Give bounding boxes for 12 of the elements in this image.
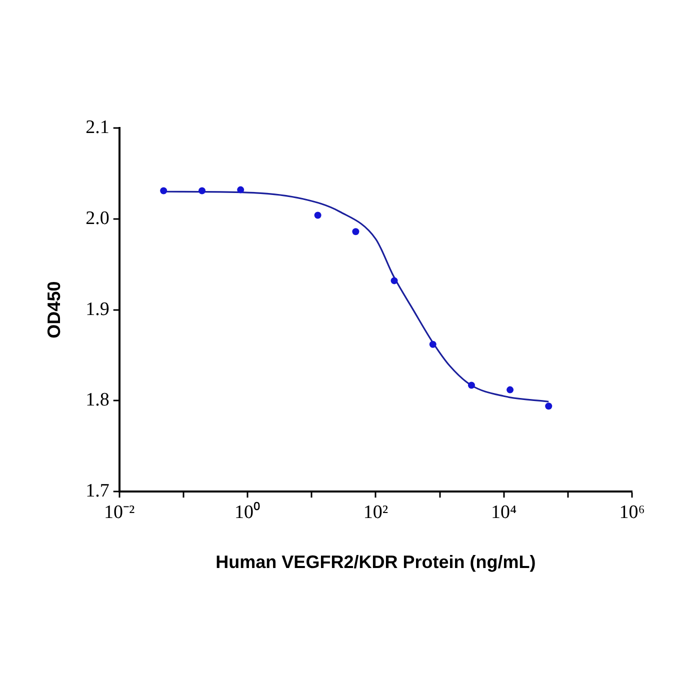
x-axis-title: Human VEGFR2/KDR Protein (ng/mL) (216, 552, 536, 572)
x-tick-label: 10⁻² (104, 502, 135, 523)
x-tick-label: 10² (363, 502, 388, 523)
x-tick-label: 10⁶ (619, 502, 645, 523)
x-tick-label: 10⁴ (491, 502, 518, 523)
y-axis-title: OD450 (44, 281, 64, 338)
y-tick-label: 2.1 (86, 116, 110, 138)
y-tick-label: 1.7 (86, 480, 110, 502)
y-tick-label: 2.0 (86, 208, 110, 229)
y-tick-label: 1.8 (86, 390, 110, 411)
x-tick-label: 10⁰ (234, 500, 261, 523)
y-tick-label: 1.9 (86, 298, 110, 320)
